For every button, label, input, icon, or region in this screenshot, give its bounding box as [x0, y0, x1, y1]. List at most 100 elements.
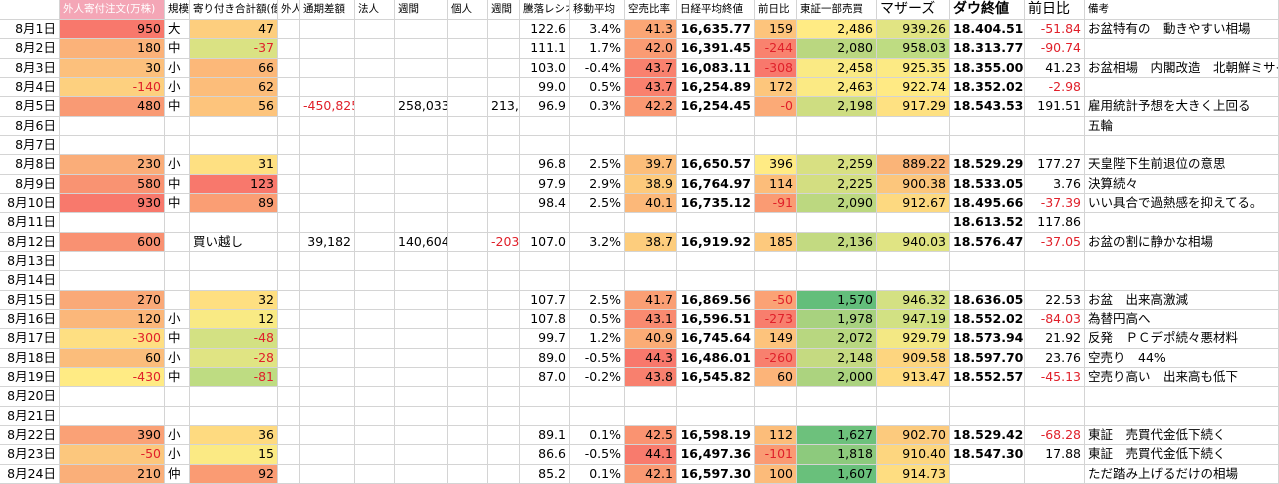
cell: お盆相場 内閣改造 北朝鮮ミサイル	[1085, 58, 1279, 78]
cell: 99.7	[520, 329, 570, 349]
cell: 雇用統計予想を大きく上回る	[1085, 97, 1279, 117]
cell	[165, 232, 190, 252]
cell: -300	[60, 329, 165, 349]
cell	[355, 213, 395, 233]
cell	[448, 464, 488, 484]
cell: 21.92	[1025, 329, 1085, 349]
cell: 111.1	[520, 39, 570, 59]
cell: 177.27	[1025, 155, 1085, 175]
cell: 917.29	[877, 97, 950, 117]
cell	[355, 136, 395, 156]
cell	[300, 174, 355, 194]
column-header: 騰落レシオ	[520, 0, 570, 20]
cell	[488, 136, 520, 156]
cell	[190, 213, 278, 233]
cell: ただ踏み上げるだけの相場	[1085, 464, 1279, 484]
cell	[355, 406, 395, 426]
cell	[395, 78, 448, 98]
cell: 3.76	[1025, 174, 1085, 194]
cell	[278, 78, 300, 98]
cell	[448, 252, 488, 272]
cell	[165, 116, 190, 136]
cell: 0.3%	[570, 97, 625, 117]
cell	[395, 368, 448, 388]
cell: 60	[60, 348, 165, 368]
cell	[755, 116, 797, 136]
cell: 16,745.64	[677, 329, 755, 349]
column-header: 外人寄付注文(万株)	[60, 0, 165, 20]
cell	[300, 136, 355, 156]
cell	[395, 310, 448, 330]
cell: -50	[755, 290, 797, 310]
cell	[165, 213, 190, 233]
cell	[570, 116, 625, 136]
cell: 89.1	[520, 426, 570, 446]
cell	[877, 271, 950, 291]
cell: 41.7	[625, 290, 677, 310]
cell	[355, 58, 395, 78]
cell: 中	[165, 368, 190, 388]
cell: 172	[755, 78, 797, 98]
cell	[1085, 136, 1279, 156]
cell	[300, 426, 355, 446]
cell: -91	[755, 194, 797, 214]
cell: 18.552.02	[950, 310, 1025, 330]
cell: 18.597.70	[950, 348, 1025, 368]
row-label: 8月5日	[0, 97, 60, 117]
cell	[1085, 78, 1279, 98]
cell: お盆特有の 動きやすい相場	[1085, 20, 1279, 40]
cell	[677, 136, 755, 156]
cell: 44.1	[625, 445, 677, 465]
row-label: 8月3日	[0, 58, 60, 78]
cell: -45.13	[1025, 368, 1085, 388]
cell	[950, 464, 1025, 484]
cell: 18.613.52	[950, 213, 1025, 233]
cell	[1025, 406, 1085, 426]
cell: 140,604	[395, 232, 448, 252]
cell: 122.6	[520, 20, 570, 40]
cell	[395, 194, 448, 214]
cell	[300, 310, 355, 330]
cell	[950, 387, 1025, 407]
cell: 42.2	[625, 97, 677, 117]
cell: 258,033	[395, 97, 448, 117]
cell	[300, 116, 355, 136]
cell	[355, 271, 395, 291]
cell: 947.19	[877, 310, 950, 330]
cell	[278, 406, 300, 426]
cell: 107.8	[520, 310, 570, 330]
cell	[520, 406, 570, 426]
cell	[488, 387, 520, 407]
row-label: 8月14日	[0, 271, 60, 291]
column-header: 日経平均終値	[677, 0, 755, 20]
cell	[797, 116, 877, 136]
cell: 18.529.29	[950, 155, 1025, 175]
cell: 2.9%	[570, 174, 625, 194]
cell	[300, 39, 355, 59]
cell	[395, 39, 448, 59]
cell	[755, 136, 797, 156]
cell: 43.7	[625, 58, 677, 78]
cell: 小	[165, 445, 190, 465]
cell	[355, 78, 395, 98]
column-header: マザーズ	[877, 0, 950, 20]
cell: 85.2	[520, 464, 570, 484]
cell: 98.4	[520, 194, 570, 214]
cell	[625, 252, 677, 272]
cell	[60, 252, 165, 272]
cell: -84.03	[1025, 310, 1085, 330]
cell	[488, 290, 520, 310]
cell	[448, 97, 488, 117]
cell	[395, 58, 448, 78]
cell	[488, 329, 520, 349]
column-header: 週間	[395, 0, 448, 20]
cell: -0.4%	[570, 58, 625, 78]
cell	[395, 213, 448, 233]
cell: 213,495	[488, 97, 520, 117]
cell	[448, 445, 488, 465]
cell: いい具合で過熱感を抑えてる。	[1085, 194, 1279, 214]
cell	[165, 406, 190, 426]
cell: 56	[190, 97, 278, 117]
cell: 96.8	[520, 155, 570, 175]
cell	[448, 329, 488, 349]
